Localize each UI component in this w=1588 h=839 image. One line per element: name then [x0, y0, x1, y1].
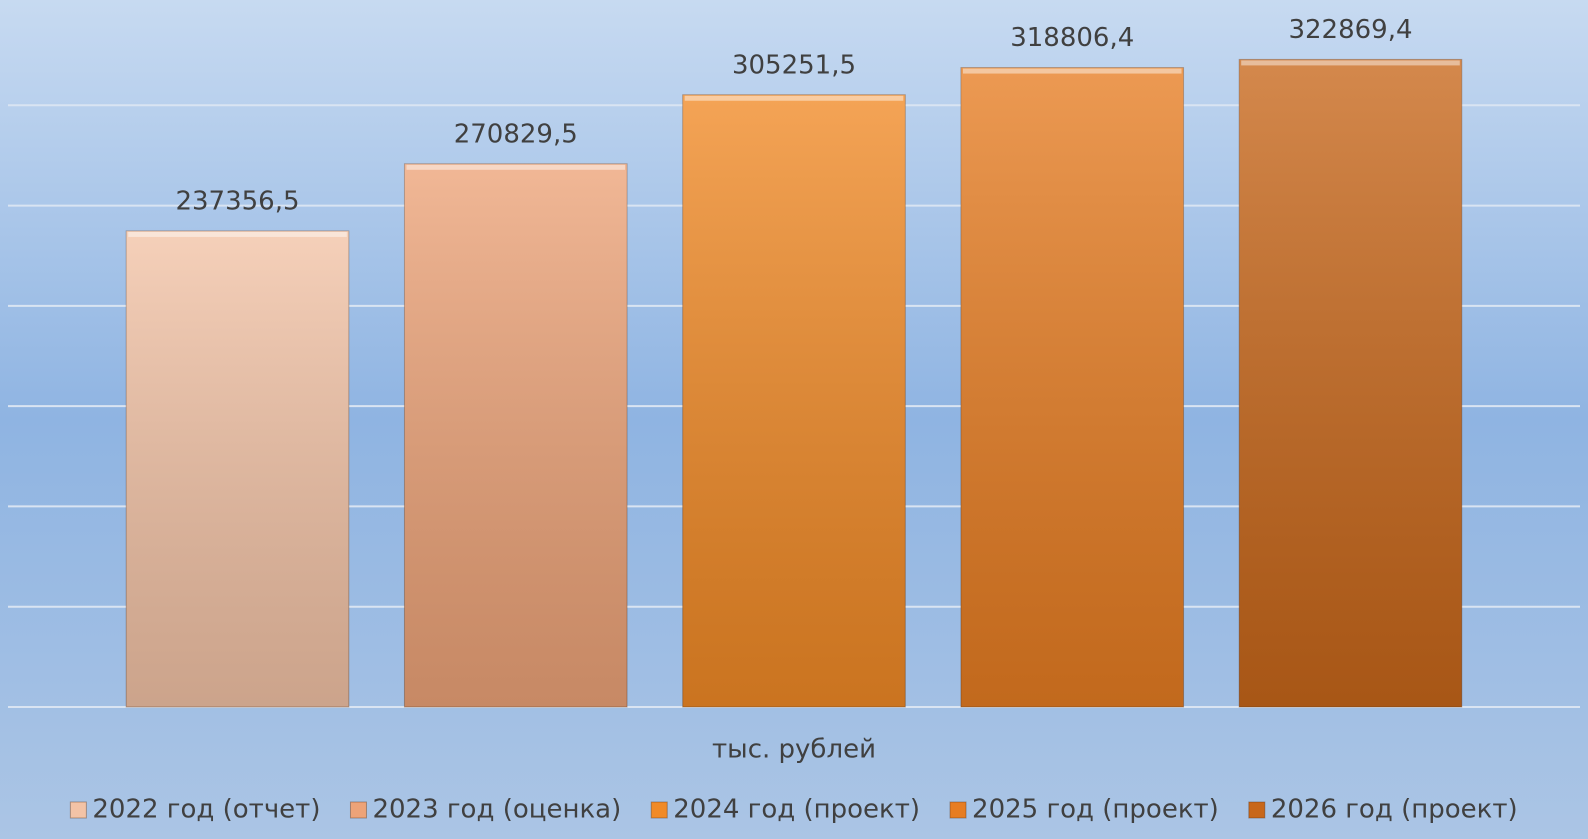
bar-bevel	[128, 231, 347, 237]
bar-bevel	[684, 95, 904, 101]
data-label: 305251,5	[732, 50, 856, 80]
legend-swatch	[349, 801, 367, 819]
bar	[1238, 58, 1463, 708]
legend-label: 2025 год (проект)	[972, 795, 1219, 825]
legend-swatch	[650, 801, 668, 819]
legend-label: 2022 год (отчет)	[92, 795, 320, 825]
bar	[682, 94, 906, 708]
legend-swatch	[69, 801, 87, 819]
data-label: 318806,4	[1010, 23, 1134, 53]
legend-label: 2024 год (проект)	[673, 795, 920, 825]
bar	[403, 163, 628, 708]
bar-bevel	[406, 164, 626, 170]
bar	[125, 230, 350, 708]
x-tick-label: тыс. рублей	[712, 735, 876, 765]
legend-swatch	[1248, 801, 1266, 819]
bar	[960, 67, 1185, 708]
bar-bevel	[962, 68, 1182, 74]
bar-bevel	[1241, 60, 1460, 66]
legend-label: 2026 год (проект)	[1271, 795, 1518, 825]
data-label: 237356,5	[175, 186, 299, 216]
legend-swatch	[949, 801, 967, 819]
legend-label: 2023 год (оценка)	[372, 795, 621, 825]
data-label: 270829,5	[454, 119, 578, 149]
data-label: 322869,4	[1288, 15, 1412, 45]
